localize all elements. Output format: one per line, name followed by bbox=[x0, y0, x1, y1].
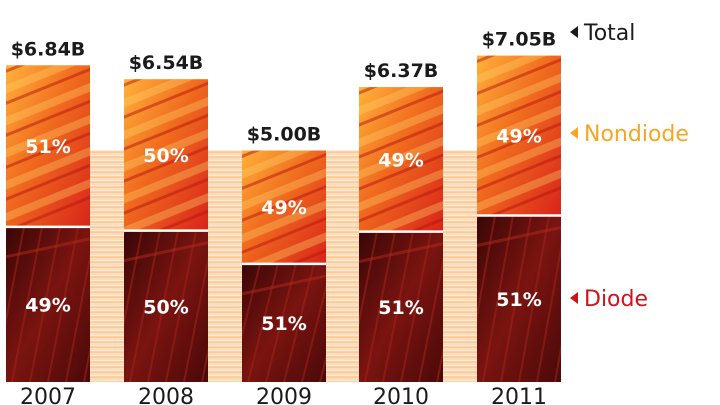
total-label: $6.37B bbox=[364, 60, 439, 82]
background-band bbox=[208, 150, 242, 382]
bar-segment-nondiode bbox=[6, 65, 90, 227]
legend: Total Nondiode Diode bbox=[570, 21, 689, 312]
bar-segment-nondiode bbox=[477, 55, 561, 216]
x-tick-label: 2009 bbox=[256, 385, 312, 405]
legend-marker-icon bbox=[570, 292, 578, 304]
legend-label: Nondiode bbox=[584, 122, 689, 147]
nondiode-percent-label: 49% bbox=[261, 197, 306, 219]
nondiode-percent-label: 49% bbox=[496, 126, 541, 148]
total-label: $5.00B bbox=[247, 124, 322, 146]
background-band bbox=[90, 150, 124, 382]
diode-percent-label: 50% bbox=[143, 296, 188, 318]
bars bbox=[6, 55, 561, 382]
bar-segment-nondiode bbox=[242, 150, 326, 264]
nondiode-percent-label: 51% bbox=[25, 136, 70, 158]
x-tick-label: 2010 bbox=[373, 385, 429, 405]
bar-texture bbox=[359, 87, 443, 232]
diode-percent-label: 51% bbox=[261, 313, 306, 335]
bar-segment-nondiode bbox=[124, 79, 208, 231]
diode-percent-label: 51% bbox=[378, 297, 423, 319]
legend-marker-icon bbox=[570, 127, 578, 139]
total-label: $6.84B bbox=[11, 38, 86, 60]
x-tick-label: 2011 bbox=[491, 385, 547, 405]
bar-texture bbox=[6, 226, 90, 382]
total-label: $7.05B bbox=[482, 29, 557, 51]
background-band bbox=[326, 150, 359, 382]
bar-texture bbox=[124, 79, 208, 231]
x-tick-label: 2008 bbox=[138, 385, 194, 405]
bar-texture bbox=[124, 230, 208, 382]
bar-texture bbox=[242, 263, 326, 382]
legend-label: Total bbox=[583, 21, 635, 46]
total-label: $6.54B bbox=[129, 52, 204, 74]
bar-texture bbox=[6, 65, 90, 227]
bar-texture bbox=[359, 231, 443, 382]
bar-texture bbox=[477, 55, 561, 216]
legend-marker-icon bbox=[570, 26, 578, 38]
background-band bbox=[443, 150, 477, 382]
legend-label: Diode bbox=[584, 287, 648, 312]
bar-texture bbox=[477, 215, 561, 382]
diode-percent-label: 49% bbox=[25, 294, 70, 316]
bar-texture bbox=[242, 150, 326, 264]
nondiode-percent-label: 49% bbox=[378, 149, 423, 171]
bar-labels: $6.84B 51% 49% 2007 $6.54B 50% 50% 2008 $5.00B 49… bbox=[11, 29, 557, 405]
x-tick-label: 2007 bbox=[20, 385, 76, 405]
nondiode-percent-label: 50% bbox=[143, 145, 188, 167]
background-bands bbox=[90, 150, 477, 382]
diode-percent-label: 51% bbox=[496, 289, 541, 311]
